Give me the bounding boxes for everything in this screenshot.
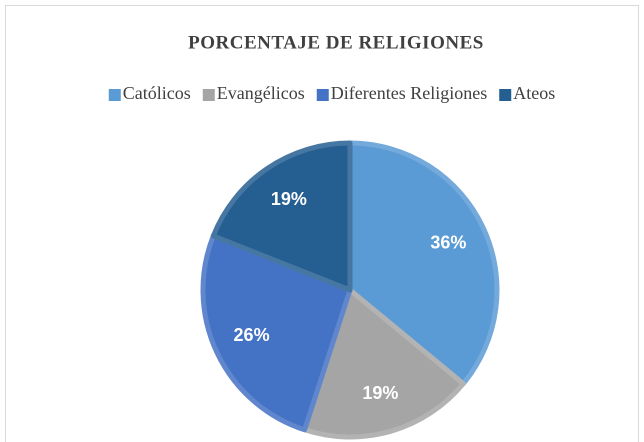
- legend-swatch: [108, 89, 121, 101]
- legend: Católicos Evangélicos Diferentes Religione…: [108, 83, 555, 103]
- legend-swatch: [316, 89, 329, 101]
- legend-label: Evangélicos: [217, 83, 305, 103]
- chart-title: PORCENTAJE DE RELIGIONES: [188, 32, 484, 53]
- legend-label: Diferentes Religiones: [331, 83, 487, 103]
- data-label: 19%: [271, 189, 307, 209]
- legend-label: Ateos: [513, 83, 555, 103]
- legend-label: Católicos: [123, 83, 191, 103]
- pie-slice: [200, 233, 353, 433]
- legend-swatch: [202, 89, 215, 101]
- pie-slice: [347, 140, 500, 387]
- data-label: 19%: [362, 383, 398, 403]
- data-label: 36%: [430, 232, 466, 252]
- legend-swatch: [499, 89, 512, 101]
- pie-slice: [302, 287, 466, 440]
- data-label: 26%: [234, 325, 270, 345]
- pie-slice: [210, 140, 353, 293]
